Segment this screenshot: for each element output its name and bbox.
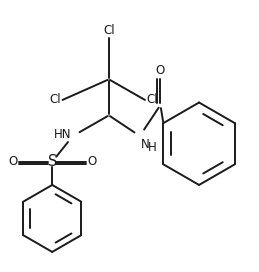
Text: Cl: Cl — [50, 94, 61, 106]
Text: O: O — [8, 155, 17, 168]
Text: HN: HN — [54, 128, 71, 141]
Text: Cl: Cl — [146, 94, 158, 106]
Text: Cl: Cl — [103, 24, 115, 37]
Text: N: N — [141, 138, 150, 151]
Text: S: S — [48, 154, 57, 169]
Text: O: O — [156, 64, 165, 77]
Text: H: H — [148, 141, 156, 154]
Text: O: O — [87, 155, 96, 168]
